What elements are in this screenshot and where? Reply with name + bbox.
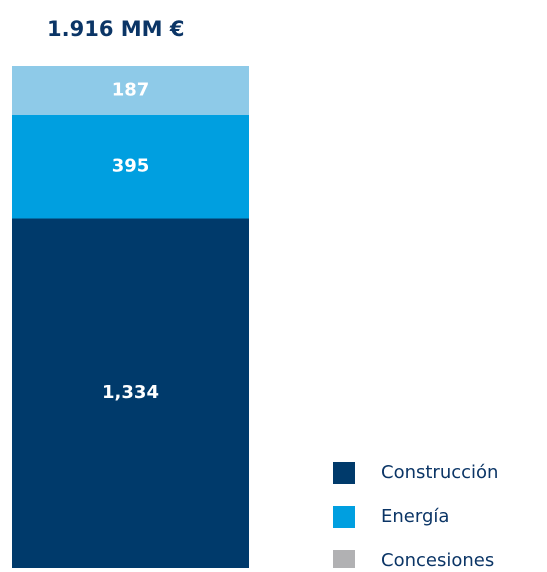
legend-swatch xyxy=(333,506,355,528)
legend-label: Energía xyxy=(381,506,449,527)
value-label: 395 xyxy=(112,156,150,177)
bar-segment xyxy=(12,114,249,219)
legend-label: Concesiones xyxy=(381,550,494,568)
chart-title: 1.916 MM € xyxy=(47,17,184,41)
bar-segment xyxy=(12,218,249,568)
bar-segment xyxy=(12,66,249,115)
value-label: 1,334 xyxy=(102,382,159,403)
legend-label: Construcción xyxy=(381,462,498,483)
legend-swatch xyxy=(333,550,355,572)
value-label: 187 xyxy=(112,79,150,100)
legend-swatch xyxy=(333,462,355,484)
